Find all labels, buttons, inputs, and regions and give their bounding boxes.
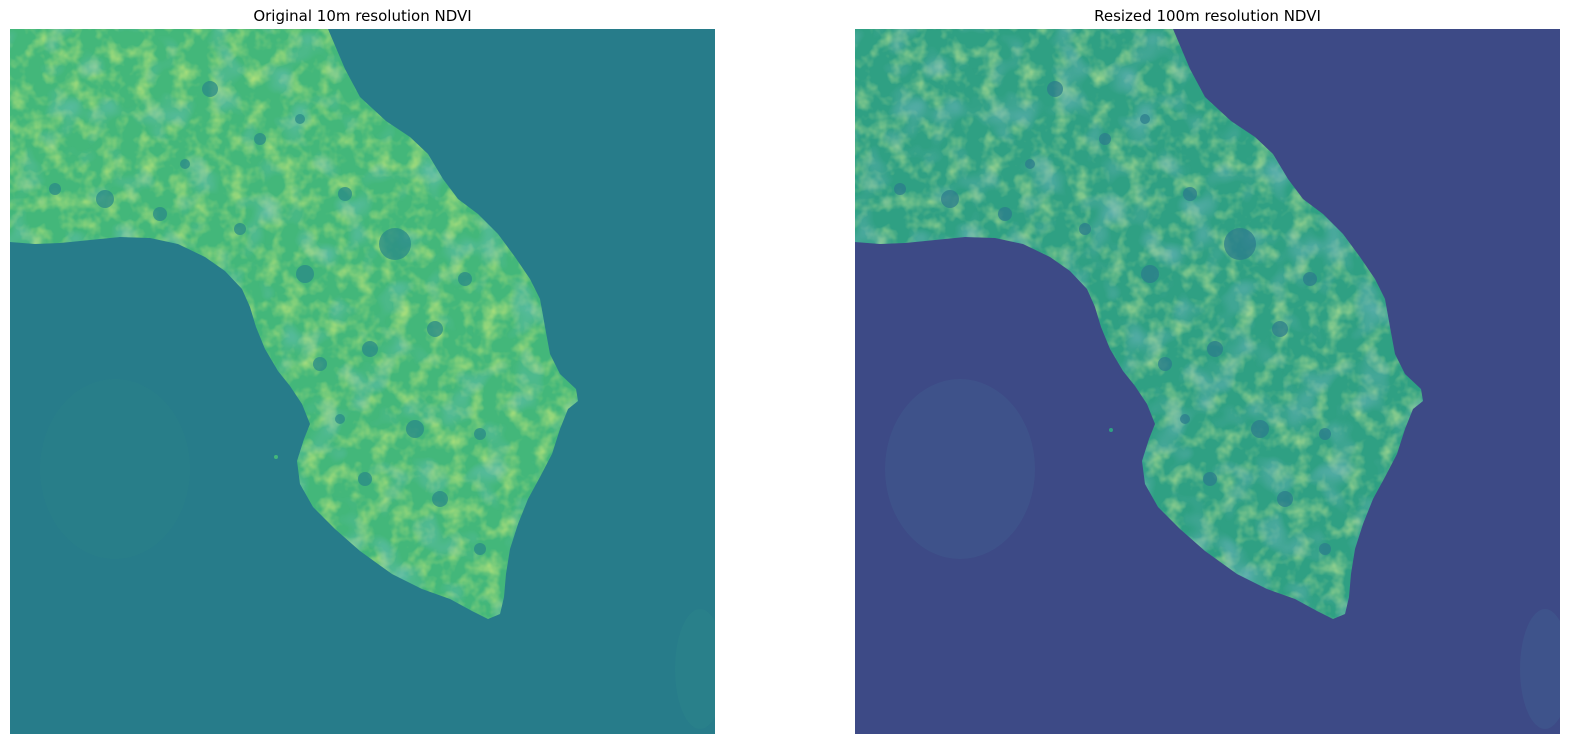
islet [1109,428,1113,432]
panel-title-resized: Resized 100m resolution NDVI [1094,7,1321,25]
water-haze [885,379,1035,559]
ndvi-raster-original [10,29,715,734]
islet [274,455,278,459]
ndvi-map-resized [855,29,1560,734]
water-haze-corner [1520,609,1560,729]
ndvi-map-original [10,29,715,734]
water-haze [40,379,190,559]
ndvi-raster-resized [855,29,1560,734]
panel-title-original: Original 10m resolution NDVI [253,7,472,25]
water-haze-corner [675,609,715,729]
